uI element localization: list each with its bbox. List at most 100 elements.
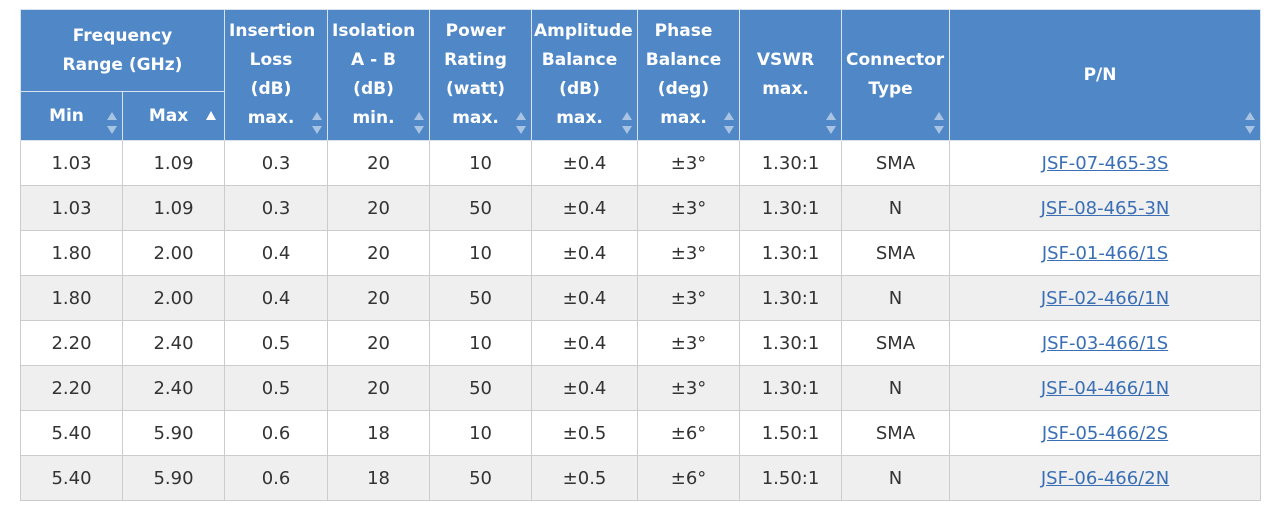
cell-vswr: 1.50:1 xyxy=(739,410,843,456)
cell-insertion-loss: 0.5 xyxy=(224,320,329,366)
cell-min: 1.80 xyxy=(20,230,123,276)
cell-phase-balance: ±6° xyxy=(637,410,741,456)
cell-amplitude-balance: ±0.5 xyxy=(531,410,639,456)
cell-min: 1.03 xyxy=(20,140,123,186)
cell-pn: JSF-07-465-3S xyxy=(949,140,1262,186)
table-row: 1.80 2.00 0.4 20 10 ±0.4 ±3° 1.30:1 SMA … xyxy=(20,230,1262,276)
table-row: 5.40 5.90 0.6 18 10 ±0.5 ±6° 1.50:1 SMA … xyxy=(20,410,1262,456)
table-row: 1.03 1.09 0.3 20 50 ±0.4 ±3° 1.30:1 N JS… xyxy=(20,185,1262,231)
cell-power-rating: 10 xyxy=(429,140,533,186)
cell-amplitude-balance: ±0.4 xyxy=(531,365,639,411)
header-pn[interactable]: P/N xyxy=(949,9,1262,141)
cell-isolation: 20 xyxy=(327,365,431,411)
cell-phase-balance: ±3° xyxy=(637,230,741,276)
pn-link[interactable]: JSF-04-466/1N xyxy=(1040,377,1170,399)
cell-connector-type: N xyxy=(841,455,951,501)
header-frequency-range: Frequency Range (GHz) xyxy=(19,9,226,92)
pn-link[interactable]: JSF-02-466/1N xyxy=(1040,287,1170,309)
cell-amplitude-balance: ±0.4 xyxy=(531,230,639,276)
cell-pn: JSF-08-465-3N xyxy=(949,185,1262,231)
cell-power-rating: 50 xyxy=(429,275,533,321)
header-max[interactable]: Max xyxy=(121,91,226,141)
cell-power-rating: 10 xyxy=(429,230,533,276)
cell-isolation: 20 xyxy=(327,140,431,186)
cell-min: 1.03 xyxy=(20,185,123,231)
cell-max: 2.40 xyxy=(121,365,226,411)
table-row: 1.80 2.00 0.4 20 50 ±0.4 ±3° 1.30:1 N JS… xyxy=(20,275,1262,321)
cell-connector-type: N xyxy=(841,365,951,411)
cell-connector-type: SMA xyxy=(841,410,951,456)
cell-isolation: 18 xyxy=(327,455,431,501)
cell-max: 2.00 xyxy=(121,275,226,321)
pn-link[interactable]: JSF-03-466/1S xyxy=(1041,332,1169,354)
cell-isolation: 20 xyxy=(327,230,431,276)
header-amplitude-balance[interactable]: Amplitude Balance (dB) max. xyxy=(531,9,639,141)
cell-insertion-loss: 0.3 xyxy=(224,185,329,231)
cell-power-rating: 50 xyxy=(429,185,533,231)
header-phase-balance[interactable]: Phase Balance (deg) max. xyxy=(637,9,741,141)
cell-phase-balance: ±6° xyxy=(637,455,741,501)
header-insertion-loss-label: Insertion Loss (dB) max. xyxy=(229,21,316,128)
cell-amplitude-balance: ±0.4 xyxy=(531,140,639,186)
cell-max: 5.90 xyxy=(121,455,226,501)
cell-pn: JSF-04-466/1N xyxy=(949,365,1262,411)
header-insertion-loss[interactable]: Insertion Loss (dB) max. xyxy=(224,9,329,141)
specs-table-container: Frequency Range (GHz) Insertion Loss (dB… xyxy=(19,9,1262,501)
cell-min: 2.20 xyxy=(20,365,123,411)
cell-connector-type: N xyxy=(841,185,951,231)
cell-power-rating: 50 xyxy=(429,455,533,501)
cell-vswr: 1.30:1 xyxy=(739,320,843,366)
cell-connector-type: N xyxy=(841,275,951,321)
header-connector-type[interactable]: Connector Type xyxy=(841,9,951,141)
cell-isolation: 20 xyxy=(327,275,431,321)
sort-icon xyxy=(414,112,425,134)
cell-phase-balance: ±3° xyxy=(637,320,741,366)
cell-power-rating: 10 xyxy=(429,320,533,366)
cell-connector-type: SMA xyxy=(841,140,951,186)
cell-vswr: 1.30:1 xyxy=(739,185,843,231)
cell-vswr: 1.30:1 xyxy=(739,230,843,276)
table-row: 2.20 2.40 0.5 20 10 ±0.4 ±3° 1.30:1 SMA … xyxy=(20,320,1262,366)
header-amplitude-balance-label: Amplitude Balance (dB) max. xyxy=(534,21,633,128)
cell-pn: JSF-02-466/1N xyxy=(949,275,1262,321)
cell-vswr: 1.30:1 xyxy=(739,140,843,186)
cell-min: 5.40 xyxy=(20,410,123,456)
pn-link[interactable]: JSF-01-466/1S xyxy=(1041,242,1169,264)
pn-link[interactable]: JSF-07-465-3S xyxy=(1041,152,1169,174)
cell-insertion-loss: 0.4 xyxy=(224,275,329,321)
cell-amplitude-balance: ±0.5 xyxy=(531,455,639,501)
cell-insertion-loss: 0.6 xyxy=(224,455,329,501)
cell-min: 5.40 xyxy=(20,455,123,501)
cell-pn: JSF-03-466/1S xyxy=(949,320,1262,366)
pn-link[interactable]: JSF-06-466/2N xyxy=(1040,467,1170,489)
cell-vswr: 1.30:1 xyxy=(739,365,843,411)
pn-link[interactable]: JSF-05-466/2S xyxy=(1041,422,1169,444)
cell-min: 1.80 xyxy=(20,275,123,321)
sort-ascending-icon xyxy=(206,111,217,120)
cell-max: 5.90 xyxy=(121,410,226,456)
cell-insertion-loss: 0.6 xyxy=(224,410,329,456)
cell-phase-balance: ±3° xyxy=(637,275,741,321)
sort-icon xyxy=(516,112,527,134)
header-isolation-label: Isolation A - B (dB) min. xyxy=(332,21,416,128)
sort-icon xyxy=(107,112,117,134)
header-min[interactable]: Min xyxy=(20,91,123,141)
cell-isolation: 20 xyxy=(327,320,431,366)
cell-power-rating: 50 xyxy=(429,365,533,411)
header-vswr-label: VSWR max. xyxy=(756,50,815,99)
header-power-rating[interactable]: Power Rating (watt) max. xyxy=(429,9,533,141)
cell-connector-type: SMA xyxy=(841,230,951,276)
table-row: 1.03 1.09 0.3 20 10 ±0.4 ±3° 1.30:1 SMA … xyxy=(20,140,1262,186)
cell-vswr: 1.30:1 xyxy=(739,275,843,321)
header-vswr[interactable]: VSWR max. xyxy=(739,9,843,141)
cell-power-rating: 10 xyxy=(429,410,533,456)
cell-max: 1.09 xyxy=(121,185,226,231)
cell-connector-type: SMA xyxy=(841,320,951,366)
pn-link[interactable]: JSF-08-465-3N xyxy=(1040,197,1170,219)
sort-icon xyxy=(1245,112,1256,134)
header-min-label: Min xyxy=(49,105,84,126)
cell-amplitude-balance: ±0.4 xyxy=(531,185,639,231)
header-isolation[interactable]: Isolation A - B (dB) min. xyxy=(327,9,431,141)
cell-phase-balance: ±3° xyxy=(637,140,741,186)
cell-insertion-loss: 0.5 xyxy=(224,365,329,411)
